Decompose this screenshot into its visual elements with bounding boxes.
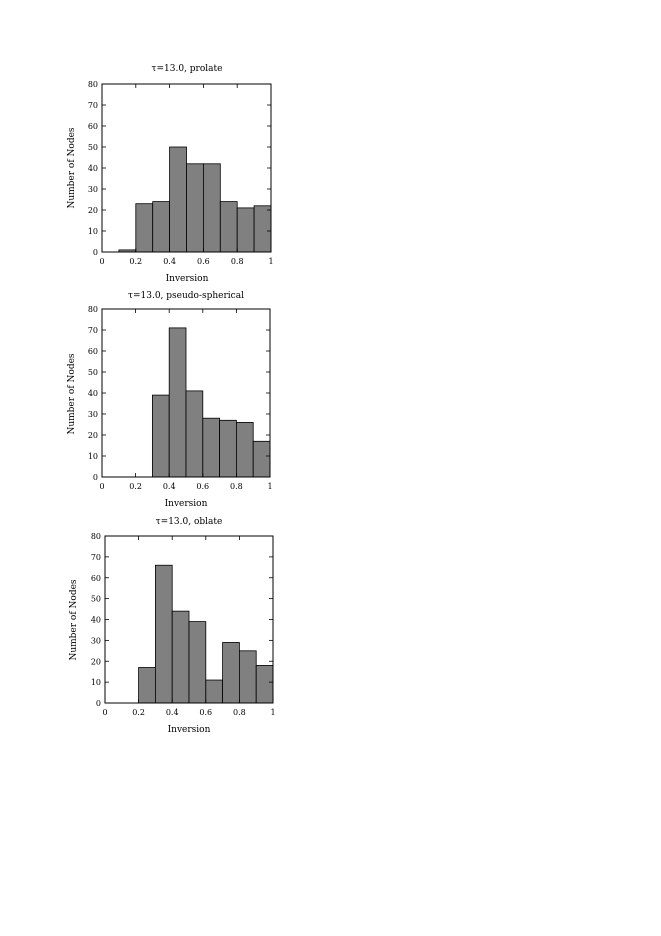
y-tick-label: 60 [88, 347, 98, 356]
y-tick-label: 50 [88, 143, 98, 152]
y-tick-label: 30 [88, 410, 98, 419]
x-tick-label: 0 [99, 257, 104, 266]
axis-ticks [104, 535, 274, 704]
y-tick-label: 10 [88, 452, 98, 461]
histogram-bar [185, 390, 204, 478]
histogram-bar [202, 417, 221, 478]
histogram-panel-pseudo-spherical: τ=13.0, pseudo-spherical 0 0.2 0.4 0.6 0.8 10… [67, 291, 273, 509]
y-tick-label: 10 [91, 678, 101, 687]
x-tick-label: 0.8 [233, 708, 246, 717]
y-tick-label: 30 [91, 636, 101, 645]
histogram-bar [238, 650, 257, 704]
axis-ticks [101, 83, 272, 253]
histogram-bar [255, 665, 274, 704]
y-axis-label: Number of Nodes [69, 579, 79, 660]
y-tick-label: 10 [88, 227, 98, 236]
x-tick-label: 0.6 [197, 257, 210, 266]
histogram-bar [168, 327, 187, 478]
x-tick-label: 0.2 [132, 708, 145, 717]
y-tick-label: 30 [88, 185, 98, 194]
histogram-bar [154, 564, 173, 704]
y-tick-label: 20 [91, 657, 101, 666]
y-tick-label: 0 [93, 248, 98, 257]
chart-title: τ=13.0, prolate [152, 64, 223, 74]
histogram-bar [219, 201, 238, 253]
x-axis-label: Inversion [165, 499, 208, 509]
histogram-bar [169, 146, 187, 253]
y-axis-label: Number of Nodes [67, 353, 77, 434]
y-tick-label: 80 [88, 80, 98, 89]
histogram-bar [236, 207, 255, 253]
x-tick-label: 0.2 [129, 482, 142, 491]
histogram-bar [222, 642, 240, 704]
bar-group [151, 327, 271, 478]
histogram-bar [135, 203, 154, 253]
histogram-bar [138, 667, 156, 704]
y-tick-label: 70 [88, 326, 98, 335]
x-tick-label: 1 [268, 257, 273, 266]
x-tick-label: 0.6 [196, 482, 209, 491]
y-tick-label: 0 [96, 699, 101, 708]
histogram-bar [186, 163, 204, 253]
y-tick-label: 50 [88, 368, 98, 377]
x-axis-label: Inversion [166, 274, 209, 284]
x-tick-label: 0.4 [166, 708, 179, 717]
y-axis-label: Number of Nodes [67, 127, 77, 208]
histogram-bar [152, 201, 170, 253]
y-tick-label: 80 [91, 532, 101, 541]
x-tick-label: 0 [99, 482, 104, 491]
bar-group [138, 564, 274, 704]
y-tick-label: 20 [88, 206, 98, 215]
x-tick-label: 0.4 [163, 482, 176, 491]
y-tick-label: 70 [88, 101, 98, 110]
histogram-bar [188, 621, 207, 704]
histogram-panel-oblate: τ=13.0, oblate 0 0.2 0.4 0.6 0.8 101020304050… [69, 517, 276, 735]
y-tick-label: 60 [88, 122, 98, 131]
y-tick-label: 20 [88, 431, 98, 440]
histogram-bar [205, 679, 224, 704]
x-tick-label: 0.4 [163, 257, 176, 266]
x-tick-label: 0.8 [231, 257, 244, 266]
bar-group [118, 146, 272, 253]
y-tick-label: 60 [91, 574, 101, 583]
x-tick-label: 1 [270, 708, 275, 717]
histogram-bar [253, 205, 272, 253]
histogram-panel-prolate: τ=13.0, prolate 0 0.2 0.4 0.6 0.8 10102030405… [67, 64, 274, 284]
histogram-bar [151, 394, 170, 478]
histogram-bar [219, 419, 237, 478]
y-tick-label: 40 [88, 164, 98, 173]
x-tick-label: 0.8 [230, 482, 243, 491]
chart-title: τ=13.0, oblate [156, 517, 223, 527]
y-tick-label: 40 [88, 389, 98, 398]
x-tick-label: 1 [267, 482, 272, 491]
y-tick-label: 0 [93, 473, 98, 482]
x-tick-label: 0.2 [129, 257, 142, 266]
histogram-bar [171, 610, 190, 704]
y-tick-label: 80 [88, 305, 98, 314]
x-tick-label: 0.6 [199, 708, 212, 717]
histogram-bar [235, 421, 254, 478]
axis-ticks [101, 308, 271, 478]
y-tick-label: 50 [91, 595, 101, 604]
x-tick-label: 0 [102, 708, 107, 717]
chart-title: τ=13.0, pseudo-spherical [128, 291, 244, 301]
y-tick-label: 70 [91, 553, 101, 562]
x-axis-label: Inversion [168, 725, 211, 735]
histogram-bar [252, 440, 271, 478]
y-tick-label: 40 [91, 616, 101, 625]
histogram-bar [202, 163, 221, 253]
